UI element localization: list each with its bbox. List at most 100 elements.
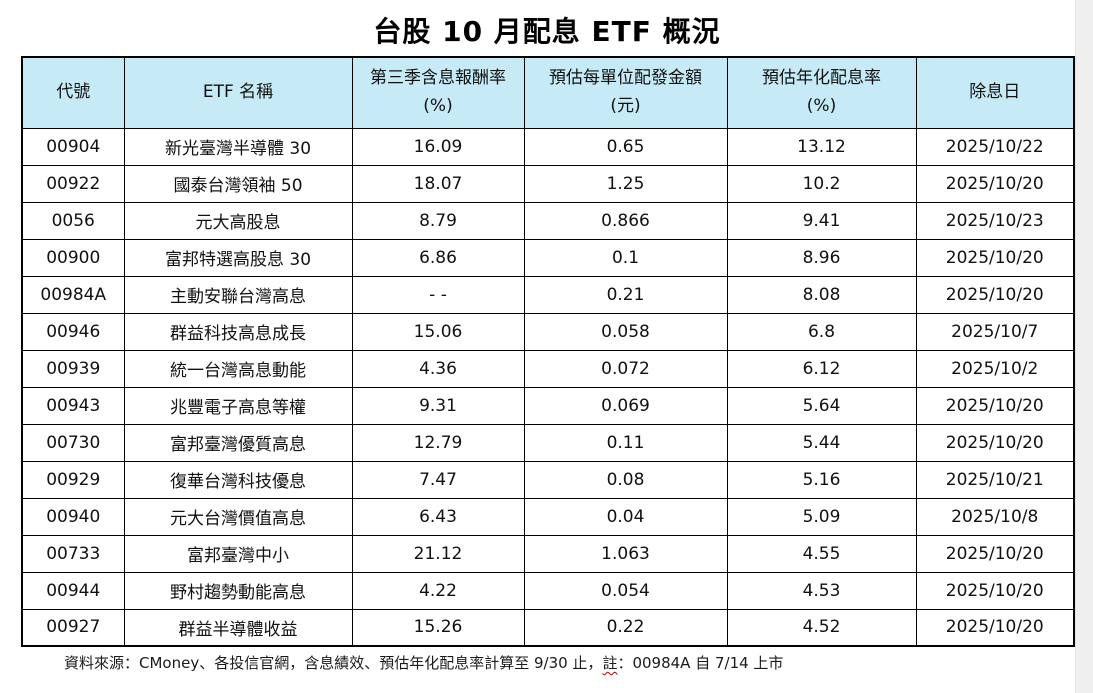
cell-exdate: 2025/10/22	[915, 127, 1075, 166]
cell-payout: 0.058	[523, 312, 728, 351]
footnote-suffix: ：00984A 自 7/14 上市	[617, 654, 784, 672]
cell-name: 群益科技高息成長	[123, 312, 353, 351]
cell-exdate: 2025/10/7	[915, 312, 1075, 351]
cell-payout: 0.22	[523, 608, 728, 647]
cell-exdate: 2025/10/20	[915, 608, 1075, 647]
cell-exdate: 2025/10/20	[915, 275, 1075, 314]
table-row: 00929 復華台灣科技優息 7.47 0.08 5.16 2025/10/21	[21, 460, 1075, 499]
cell-q3ret: 6.86	[351, 238, 525, 277]
cell-code: 00946	[21, 312, 125, 351]
cell-code: 00922	[21, 164, 125, 203]
cell-name: 富邦臺灣優質高息	[123, 423, 353, 462]
cell-name: 富邦特選高股息 30	[123, 238, 353, 277]
cell-exdate: 2025/10/20	[915, 534, 1075, 573]
cell-exdate: 2025/10/20	[915, 164, 1075, 203]
page-title: 台股 10 月配息 ETF 概況	[373, 15, 721, 48]
table-row: 00943 兆豐電子高息等權 9.31 0.069 5.64 2025/10/20	[21, 386, 1075, 425]
cell-name: 新光臺灣半導體 30	[123, 127, 353, 166]
cell-code: 00943	[21, 386, 125, 425]
cell-q3ret: 4.22	[351, 571, 525, 610]
cell-yield: 13.12	[726, 127, 917, 166]
table-row: 00927 群益半導體收益 15.26 0.22 4.52 2025/10/20	[21, 608, 1075, 647]
cell-q3ret: 12.79	[351, 423, 525, 462]
cell-name: 群益半導體收益	[123, 608, 353, 647]
cell-payout: 1.25	[523, 164, 728, 203]
header-payout-per-unit: 預估每單位配發金額 (元)	[523, 56, 728, 129]
footnote-note-word: 註	[602, 654, 618, 672]
table-header-row: 代號 ETF 名稱 第三季含息報酬率 (%)	[21, 56, 1075, 129]
cell-payout: 0.21	[523, 275, 728, 314]
cell-yield: 8.96	[726, 238, 917, 277]
cell-code: 00929	[21, 460, 125, 499]
cell-payout: 0.069	[523, 386, 728, 425]
cell-yield: 5.09	[726, 497, 917, 536]
cell-payout: 0.04	[523, 497, 728, 536]
cell-payout: 0.08	[523, 460, 728, 499]
cell-yield: 9.41	[726, 201, 917, 240]
header-q3-return: 第三季含息報酬率 (%)	[351, 56, 525, 129]
cell-yield: 8.08	[726, 275, 917, 314]
cell-code: 00927	[21, 608, 125, 647]
cell-name: 統一台灣高息動能	[123, 349, 353, 388]
cell-code: 00900	[21, 238, 125, 277]
table-row: 00900 富邦特選高股息 30 6.86 0.1 8.96 2025/10/20	[21, 238, 1075, 277]
cell-yield: 10.2	[726, 164, 917, 203]
cell-code: 00904	[21, 127, 125, 166]
cell-exdate: 2025/10/20	[915, 571, 1075, 610]
cell-payout: 0.1	[523, 238, 728, 277]
cell-name: 兆豐電子高息等權	[123, 386, 353, 425]
cell-exdate: 2025/10/23	[915, 201, 1075, 240]
cell-q3ret: 4.36	[351, 349, 525, 388]
table-row: 00939 統一台灣高息動能 4.36 0.072 6.12 2025/10/2	[21, 349, 1075, 388]
header-code: 代號	[21, 56, 125, 129]
cell-exdate: 2025/10/8	[915, 497, 1075, 536]
table-row: 00733 富邦臺灣中小 21.12 1.063 4.55 2025/10/20	[21, 534, 1075, 573]
cell-code: 0056	[21, 201, 125, 240]
cell-code: 00984A	[21, 275, 125, 314]
cell-q3ret: 16.09	[351, 127, 525, 166]
cell-code: 00733	[21, 534, 125, 573]
cell-q3ret: 21.12	[351, 534, 525, 573]
header-ex-dividend-date: 除息日	[915, 56, 1075, 129]
table-row: 00904 新光臺灣半導體 30 16.09 0.65 13.12 2025/10/22	[21, 127, 1075, 166]
table-row: 00730 富邦臺灣優質高息 12.79 0.11 5.44 2025/10/20	[21, 423, 1075, 462]
header-etf-name: ETF 名稱	[123, 56, 353, 129]
cell-payout: 0.072	[523, 349, 728, 388]
cell-payout: 0.65	[523, 127, 728, 166]
cell-q3ret: 15.26	[351, 608, 525, 647]
source-footnote: 資料來源：CMoney、各投信官網，含息績效、預估年化配息率計算至 9/30 止…	[64, 652, 783, 673]
cell-exdate: 2025/10/20	[915, 423, 1075, 462]
cell-yield: 6.12	[726, 349, 917, 388]
cell-yield: 4.53	[726, 571, 917, 610]
cell-q3ret: 7.47	[351, 460, 525, 499]
header-annualized-yield: 預估年化配息率 (%)	[726, 56, 917, 129]
cell-name: 野村趨勢動能高息	[123, 571, 353, 610]
cell-yield: 5.64	[726, 386, 917, 425]
cell-payout: 0.11	[523, 423, 728, 462]
cell-q3ret: 6.43	[351, 497, 525, 536]
cell-name: 富邦臺灣中小	[123, 534, 353, 573]
cell-q3ret: 15.06	[351, 312, 525, 351]
cell-code: 00944	[21, 571, 125, 610]
cell-q3ret: 8.79	[351, 201, 525, 240]
cell-name: 元大高股息	[123, 201, 353, 240]
cell-name: 主動安聯台灣高息	[123, 275, 353, 314]
table-row: 00984A 主動安聯台灣高息 - -0.21 8.08 2025/10/20	[21, 275, 1075, 314]
cell-exdate: 2025/10/20	[915, 386, 1075, 425]
etf-dividend-table: 代號 ETF 名稱 第三季含息報酬率 (%)	[21, 56, 1075, 647]
cell-q3ret: - -	[351, 275, 525, 314]
cell-name: 復華台灣科技優息	[123, 460, 353, 499]
table-row: 00940 元大台灣價值高息 6.43 0.04 5.09 2025/10/8	[21, 497, 1075, 536]
cell-code: 00730	[21, 423, 125, 462]
cell-yield: 4.52	[726, 608, 917, 647]
cell-payout: 0.866	[523, 201, 728, 240]
cell-yield: 5.44	[726, 423, 917, 462]
cell-yield: 5.16	[726, 460, 917, 499]
cell-name: 國泰台灣領袖 50	[123, 164, 353, 203]
cell-name: 元大台灣價值高息	[123, 497, 353, 536]
cell-payout: 0.054	[523, 571, 728, 610]
table-row: 0056 元大高股息 8.79 0.866 9.41 2025/10/23	[21, 201, 1075, 240]
cell-exdate: 2025/10/2	[915, 349, 1075, 388]
cell-q3ret: 9.31	[351, 386, 525, 425]
